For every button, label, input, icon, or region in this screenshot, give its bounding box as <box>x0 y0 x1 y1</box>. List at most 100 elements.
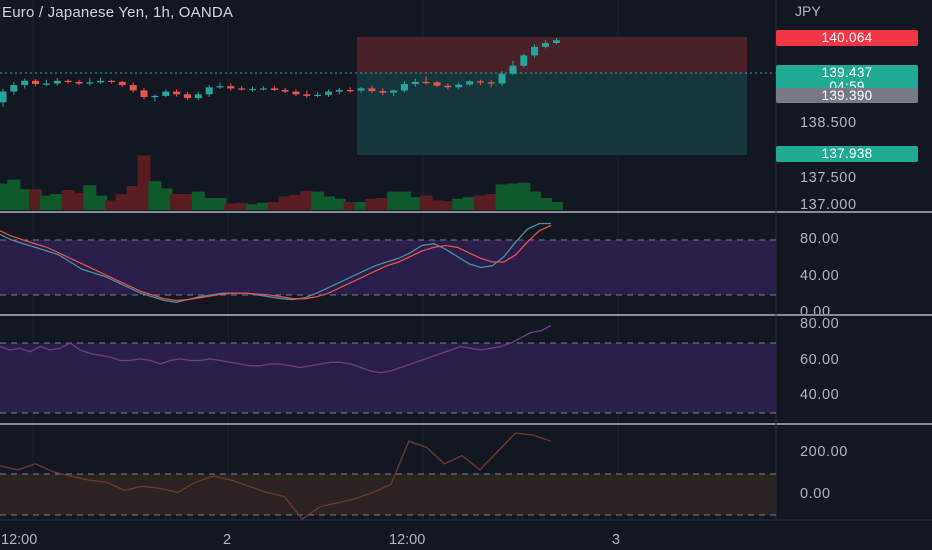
candle-body <box>97 80 105 83</box>
stoch-band <box>0 240 776 295</box>
candle-body <box>552 40 560 43</box>
stoch-k-line <box>0 222 551 303</box>
candle-body <box>476 81 484 83</box>
current-price-value: 139.437 <box>821 65 873 80</box>
volume-bar <box>115 194 129 210</box>
volume-bar <box>137 155 151 210</box>
cci-axis-label: 0.00 <box>800 486 831 502</box>
candle-body <box>509 65 517 74</box>
cci-band <box>0 474 776 515</box>
candle-body <box>422 81 430 84</box>
rsi-axis-label: 80.00 <box>800 316 840 332</box>
candle-body <box>466 81 474 85</box>
volume-bar <box>72 193 86 210</box>
candle-body <box>108 80 115 82</box>
candle-body <box>379 91 387 93</box>
candle-body <box>400 84 408 91</box>
volume-bar <box>408 197 422 210</box>
candle-body <box>194 94 202 99</box>
candle-body <box>314 94 322 96</box>
candle-body <box>151 95 159 98</box>
candle-body <box>183 94 191 99</box>
volume-bar <box>148 181 162 210</box>
volume-bar <box>39 195 53 210</box>
rsi-line <box>0 324 552 374</box>
candle-body <box>325 91 332 95</box>
candle-body <box>64 80 72 82</box>
volume-bar <box>235 202 249 210</box>
target-price-tag: 137.938 <box>776 146 918 162</box>
stoch-axis-label: 0.00 <box>800 304 831 314</box>
volume-bar <box>105 200 118 210</box>
time-axis-label: 3 <box>612 532 621 548</box>
candle-body <box>205 87 213 95</box>
candle-body <box>542 43 549 47</box>
volume-bar <box>0 183 10 210</box>
volume-bar <box>430 200 444 210</box>
candle-body <box>270 88 278 90</box>
candle-body <box>444 85 452 88</box>
price-axis-label: 137.000 <box>800 197 857 211</box>
candle-body <box>498 73 506 84</box>
volume-bar <box>528 191 542 210</box>
stoch-d-line <box>0 224 552 302</box>
volume-bar <box>354 202 368 210</box>
candle-body <box>75 81 83 84</box>
candle-body <box>292 91 300 95</box>
candle-body <box>368 88 376 92</box>
volume-bar <box>278 196 292 210</box>
candle-body <box>531 46 539 56</box>
volume-bar <box>332 198 346 210</box>
time-axis-label: 12:00 <box>1 532 38 548</box>
volume-bar <box>267 202 281 210</box>
volume-bar <box>18 189 32 210</box>
currency-label: JPY <box>795 3 821 19</box>
rsi-axis-label: 60.00 <box>800 352 840 368</box>
volume-bar <box>343 202 357 210</box>
candle-body <box>227 86 235 89</box>
stop-loss-zone[interactable] <box>357 37 747 73</box>
candle-body <box>487 82 495 84</box>
candle-body <box>129 85 137 91</box>
volume-bar <box>191 191 205 210</box>
candle-body <box>140 90 148 97</box>
volume-bar <box>50 194 64 210</box>
time-axis-label: 12:00 <box>389 532 426 548</box>
volume-bar <box>322 196 335 210</box>
candle-body <box>173 91 181 95</box>
volume-bar <box>246 204 259 210</box>
candle-body <box>390 90 398 93</box>
candle-body <box>162 91 170 96</box>
volume-bar <box>83 185 97 210</box>
volume-bar <box>94 195 108 210</box>
volume-bar <box>387 191 401 210</box>
volume-bar <box>29 189 42 210</box>
volume-bar <box>441 201 455 210</box>
candle-body <box>53 80 61 84</box>
volume-bar <box>506 183 520 210</box>
candle-body <box>411 81 419 85</box>
volume-bar <box>289 194 303 210</box>
volume-bars <box>0 155 563 210</box>
volume-bar <box>495 184 509 210</box>
candle-body <box>433 82 441 86</box>
volume-bar <box>224 203 238 210</box>
volume-bar <box>463 197 477 210</box>
candles <box>0 38 560 107</box>
take-profit-zone[interactable] <box>357 73 747 155</box>
volume-bar <box>126 186 140 210</box>
rsi-axis-label: 40.00 <box>800 387 840 403</box>
volume-bar <box>376 198 390 210</box>
symbol-title[interactable]: Euro / Japanese Yen, 1h, OANDA <box>2 4 234 21</box>
volume-bar <box>473 195 487 210</box>
volume-bar <box>549 202 563 210</box>
volume-bar <box>180 194 194 210</box>
price-axis-label: 138.500 <box>800 115 857 131</box>
previous-close-tag: 139.390 <box>776 88 918 103</box>
candle-body <box>520 55 528 66</box>
volume-bar <box>539 198 552 210</box>
candle-body <box>249 88 256 91</box>
candle-body <box>303 94 311 96</box>
candle-body <box>10 85 18 92</box>
volume-bar <box>159 188 173 210</box>
